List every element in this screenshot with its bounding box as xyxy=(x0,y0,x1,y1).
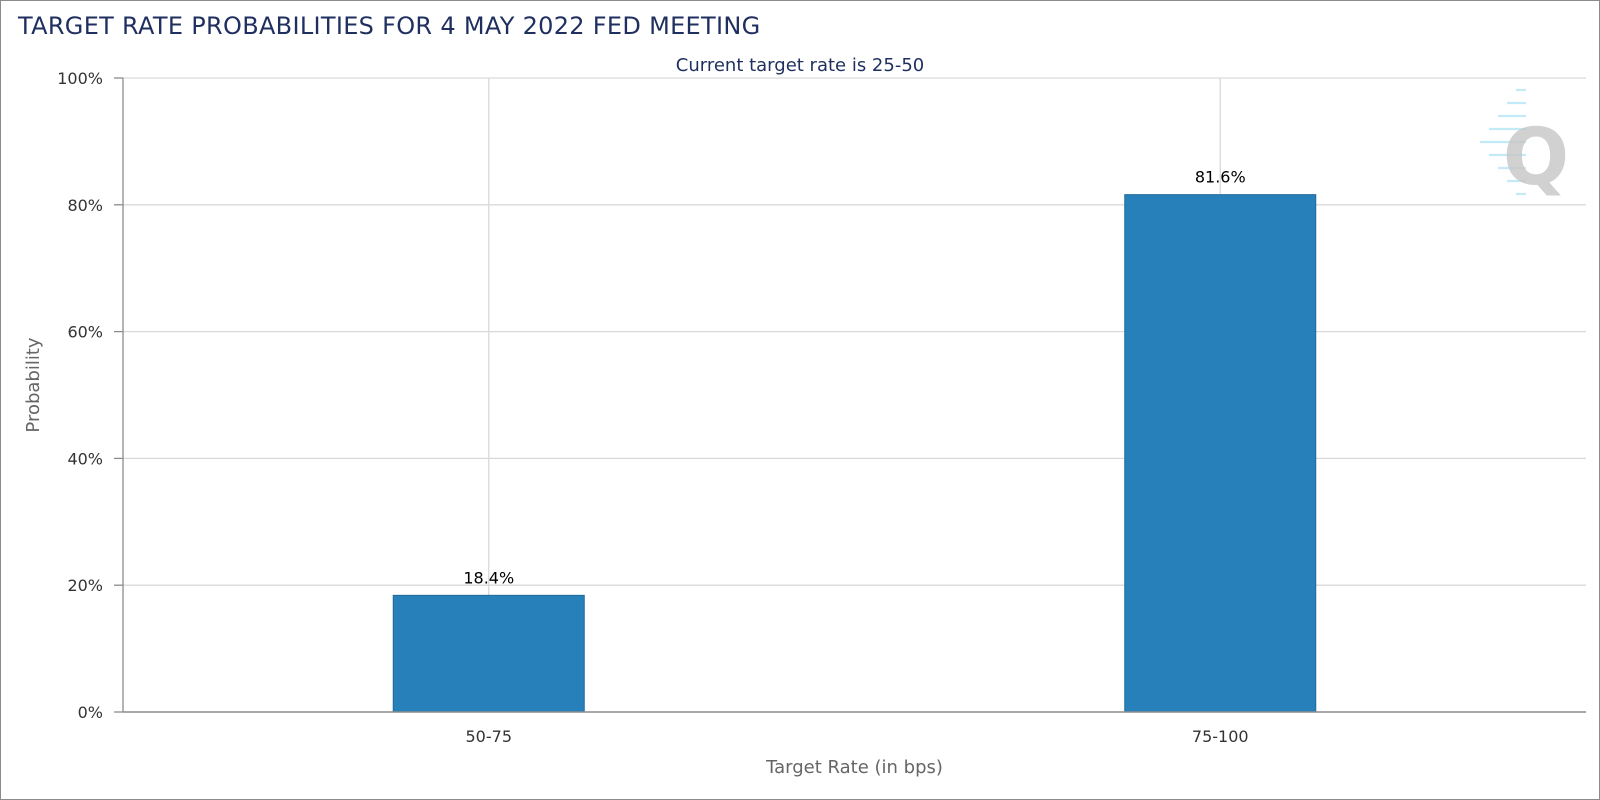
y-tick-label: 20% xyxy=(67,576,103,595)
y-tick-label: 80% xyxy=(67,196,103,215)
axis-layer xyxy=(114,77,1586,713)
data-label: 18.4% xyxy=(463,568,514,587)
page-title: TARGET RATE PROBABILITIES FOR 4 MAY 2022… xyxy=(18,12,761,40)
quikstrike-logo-icon: Q xyxy=(1480,88,1569,203)
chart-subtitle: Current target rate is 25-50 xyxy=(676,55,924,76)
label-layer: 0% 20% 40% 60% 80% 100% 18.4% 50-75 81.6% 75-100 xyxy=(57,69,1248,746)
data-label: 81.6% xyxy=(1195,168,1246,187)
y-tick-label: 60% xyxy=(67,323,103,342)
x-axis-label: Target Rate (in bps) xyxy=(765,757,943,778)
y-tick-label: 100% xyxy=(57,69,103,88)
x-tick-label: 75-100 xyxy=(1192,727,1249,746)
x-tick-label: 50-75 xyxy=(466,727,513,746)
bar-layer xyxy=(392,194,1317,713)
bar xyxy=(392,594,585,713)
y-axis-label: Probability xyxy=(23,337,44,432)
bar xyxy=(1124,194,1317,713)
grid-layer xyxy=(123,77,1586,712)
y-tick-label: 0% xyxy=(78,703,103,722)
y-tick-label: 40% xyxy=(67,449,103,468)
watermark-letter: Q xyxy=(1503,113,1569,203)
